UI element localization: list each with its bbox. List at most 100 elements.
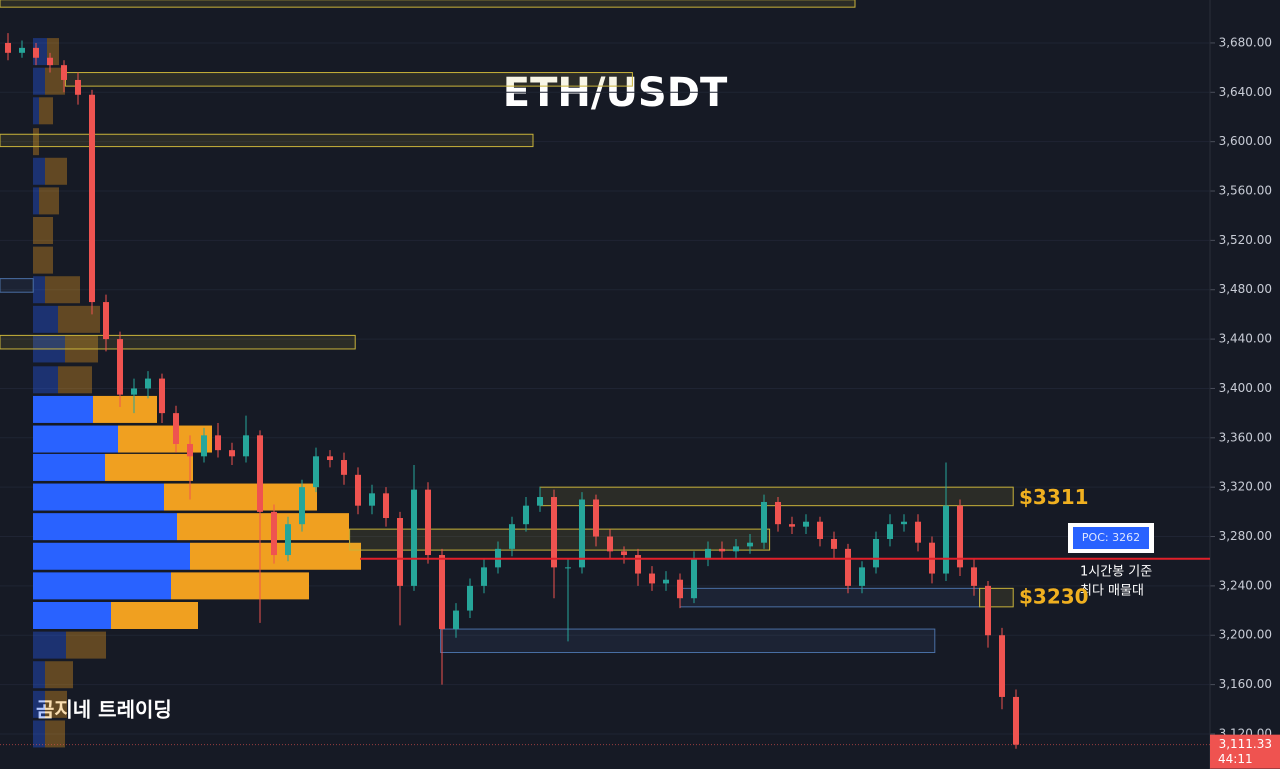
profile-buy: [33, 690, 45, 718]
profile-sell: [33, 217, 53, 245]
y-tick-label: 3,640.00: [1219, 85, 1272, 99]
profile-buy: [33, 157, 45, 185]
profile-buy: [33, 542, 190, 570]
profile-sell: [45, 276, 80, 304]
y-tick-label: 3,440.00: [1219, 332, 1272, 346]
profile-sell: [105, 453, 193, 481]
candle-body: [313, 456, 319, 488]
candle-body: [341, 460, 347, 475]
candle-body: [229, 450, 235, 457]
candle-body: [761, 501, 767, 543]
candle-body: [369, 493, 375, 506]
profile-sell: [111, 601, 198, 629]
y-tick-label: 3,360.00: [1219, 430, 1272, 444]
candle-body: [985, 585, 991, 636]
y-tick-label: 3,320.00: [1219, 480, 1272, 494]
profile-sell: [66, 631, 106, 659]
profile-buy: [33, 67, 45, 95]
candle-body: [523, 505, 529, 525]
profile-sell: [177, 513, 349, 541]
zone-label: $3230: [1019, 585, 1089, 609]
candle-body: [19, 47, 25, 53]
profile-sell: [164, 483, 317, 511]
candle-body: [733, 546, 739, 552]
last-price-label: 3,111.33: [1219, 737, 1272, 751]
zone: [0, 133, 534, 148]
profile-sell: [118, 425, 212, 453]
profile-sell: [45, 157, 67, 185]
candle-body: [383, 493, 389, 519]
profile-sell: [58, 366, 92, 394]
candle-body: [243, 435, 249, 457]
candle-body: [719, 548, 725, 552]
candle-body: [775, 501, 781, 525]
candle-body: [887, 524, 893, 539]
profile-sell: [45, 690, 67, 718]
candle-body: [831, 538, 837, 549]
y-tick-label: 3,680.00: [1219, 35, 1272, 49]
y-tick-label: 3,520.00: [1219, 233, 1272, 247]
candle-body: [705, 548, 711, 559]
candle-body: [691, 558, 697, 599]
profile-buy: [33, 572, 171, 600]
profile-sell: [45, 720, 65, 748]
profile-sell: [171, 572, 309, 600]
candle-body: [817, 521, 823, 539]
candle-body: [845, 548, 851, 586]
profile-sell: [93, 395, 157, 423]
candle-body: [131, 388, 137, 395]
y-tick-label: 3,560.00: [1219, 184, 1272, 198]
profile-buy: [33, 425, 118, 453]
countdown: 44:11: [1218, 752, 1253, 766]
zone: [0, 0, 856, 8]
profile-buy: [33, 720, 45, 748]
candle-body: [397, 518, 403, 586]
candle-body: [915, 521, 921, 543]
profile-sell: [45, 67, 65, 95]
profile-buy: [33, 395, 93, 423]
profile-buy: [33, 483, 164, 511]
profile-buy: [33, 187, 39, 215]
candle-body: [453, 610, 459, 630]
zone: [64, 72, 633, 87]
candle-body: [607, 536, 613, 552]
candle-body: [33, 47, 39, 58]
candle-body: [481, 567, 487, 586]
candle-body: [859, 567, 865, 586]
candle-body: [943, 505, 949, 574]
y-tick-label: 3,200.00: [1219, 628, 1272, 642]
y-tick-label: 3,240.00: [1219, 578, 1272, 592]
candle-body: [257, 435, 263, 512]
zone: [0, 278, 34, 293]
zone: [440, 628, 936, 654]
profile-sell: [45, 661, 73, 689]
zone-label: $3311: [1019, 485, 1089, 509]
candle-body: [75, 79, 81, 95]
candle-body: [957, 505, 963, 568]
candle-body: [971, 567, 977, 586]
profile-buy: [33, 513, 177, 541]
candle-body: [173, 413, 179, 444]
profile-buy: [33, 366, 58, 394]
candle-body: [187, 443, 193, 457]
candle-body: [425, 489, 431, 556]
profile-sell: [58, 305, 100, 333]
candle-body: [201, 435, 207, 457]
chart-title: ETH/USDT: [503, 70, 728, 116]
profile-buy: [33, 276, 45, 304]
candle-body: [355, 474, 361, 506]
poc-note: 최다 매물대: [1080, 584, 1144, 599]
profile-sell: [39, 187, 59, 215]
profile-buy: [33, 631, 66, 659]
profile-buy: [33, 601, 111, 629]
profile-buy: [33, 97, 39, 125]
candle-body: [411, 489, 417, 586]
candle-body: [327, 456, 333, 461]
y-tick-label: 3,280.00: [1219, 529, 1272, 543]
candle-body: [5, 42, 11, 53]
candle-body: [593, 499, 599, 537]
candle-body: [649, 573, 655, 584]
candle-body: [47, 57, 53, 66]
candle-body: [299, 487, 305, 525]
